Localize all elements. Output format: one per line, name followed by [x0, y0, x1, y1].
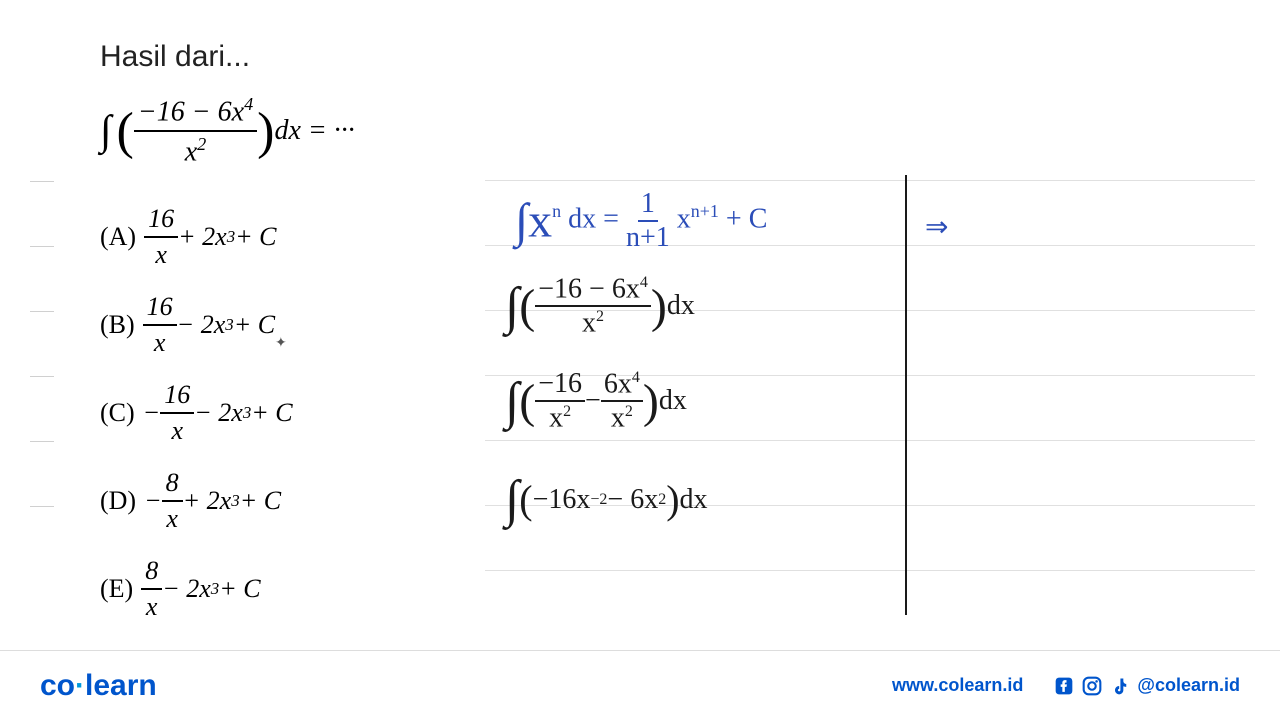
close-paren: ) [257, 102, 274, 161]
open-paren: ( [117, 102, 134, 161]
tiktok-icon[interactable] [1109, 675, 1131, 697]
problem-fraction: −16 − 6x4 x2 [134, 94, 257, 169]
margin-tick [30, 441, 54, 442]
margin-tick [30, 311, 54, 312]
integral-problem: ∫ ( −16 − 6x4 x2 ) dx = ··· [100, 94, 1180, 169]
question-title: Hasil dari... [100, 40, 1180, 74]
work-divider-line [905, 175, 907, 615]
social-handle[interactable]: @colearn.id [1137, 675, 1240, 696]
margin-tick [30, 376, 54, 377]
website-url[interactable]: www.colearn.id [892, 675, 1023, 696]
numerator: −16 − 6x4 [134, 94, 257, 132]
handwritten-work-area: ∫xn dx = 1n+1 xn+1 + C ⇒ ∫ ( −16 − 6x4 x… [485, 180, 1255, 620]
sparkle-icon: ✦ [275, 335, 287, 352]
footer-right: www.colearn.id @colearn.id [892, 675, 1240, 697]
problem-suffix: dx = ··· [274, 115, 354, 147]
work-step-3: ∫ ( −16x−2 − 6x2 ) dx [505, 470, 708, 529]
facebook-icon[interactable] [1053, 675, 1075, 697]
social-links: @colearn.id [1053, 675, 1240, 697]
implies-icon: ⇒ [925, 210, 948, 244]
work-step-2: ∫ ( −16 x2 − 6x4 x2 ) dx [505, 370, 687, 433]
margin-tick [30, 246, 54, 247]
colearn-logo[interactable]: co·learn [40, 669, 157, 703]
work-step-1: ∫ ( −16 − 6x4 x2 ) dx [505, 275, 695, 338]
margin-tick [30, 181, 54, 182]
power-rule-formula: ∫xn dx = 1n+1 xn+1 + C [515, 190, 767, 252]
denominator: x2 [185, 132, 207, 168]
margin-tick [30, 506, 54, 507]
integral-sign: ∫ [100, 107, 112, 155]
instagram-icon[interactable] [1081, 675, 1103, 697]
footer: co·learn www.colearn.id @colearn.id [0, 650, 1280, 720]
